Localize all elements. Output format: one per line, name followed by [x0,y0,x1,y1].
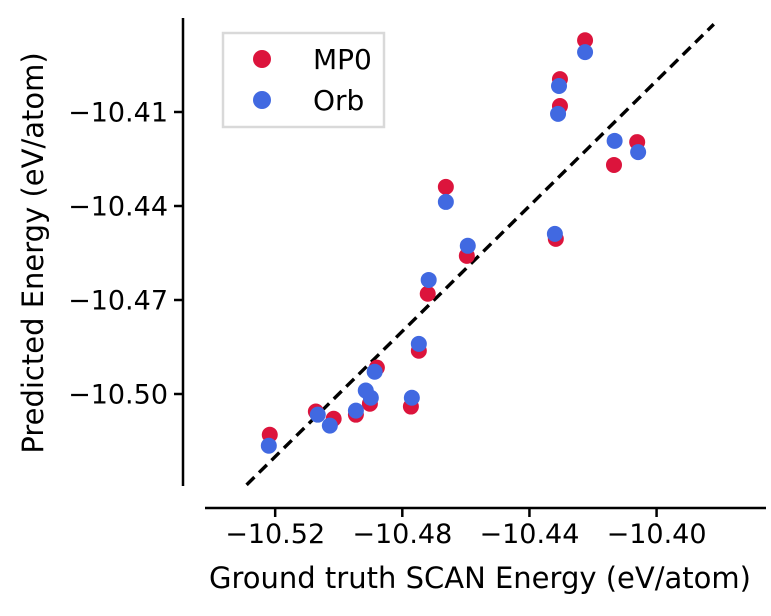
scatter-point-orb [420,271,437,288]
scatter-point-mp0 [605,156,622,173]
y-tick-label: −10.41 [68,97,168,128]
legend-label-orb: Orb [313,84,364,117]
scatter-point-orb [403,389,420,406]
scatter-point-orb [577,44,594,61]
scatter-point-orb [606,132,623,149]
x-axis-label: Ground truth SCAN Energy (eV/atom) [209,561,751,595]
y-tick-label: −10.47 [68,285,168,316]
y-axis-label: Predicted Energy (eV/atom) [16,52,50,453]
x-tick-label: −10.52 [225,519,325,550]
scatter-point-orb [550,105,567,122]
scatter-point-orb [437,193,454,210]
identity-line [245,23,715,487]
scatter-point-mp0 [419,285,436,302]
series-orb [260,44,647,454]
scatter-point-orb [410,335,427,352]
y-tick-label: −10.50 [68,379,168,410]
legend-marker-orb [253,91,271,109]
x-tick-label: −10.40 [607,519,707,550]
scatter-point-orb [309,406,326,423]
legend-label-mp0: MP0 [313,43,372,76]
y-tick-label: −10.44 [68,191,168,222]
scatter-point-orb [459,237,476,254]
x-tick-label: −10.48 [352,519,452,550]
scatter-point-orb [347,402,364,419]
scatter-point-orb [321,417,338,434]
scatter-point-orb [366,363,383,380]
legend: MP0 Orb [221,31,386,129]
legend-box [221,31,386,129]
scatter-point-orb [362,389,379,406]
scatter-point-mp0 [437,178,454,195]
scatter-point-orb [260,437,277,454]
scatter-point-orb [546,225,563,242]
legend-marker-mp0 [253,50,271,68]
scatter-point-mp0 [577,32,594,49]
scatter-point-orb [551,77,568,94]
scatter-point-orb [630,144,647,161]
x-tick-label: −10.44 [479,519,579,550]
